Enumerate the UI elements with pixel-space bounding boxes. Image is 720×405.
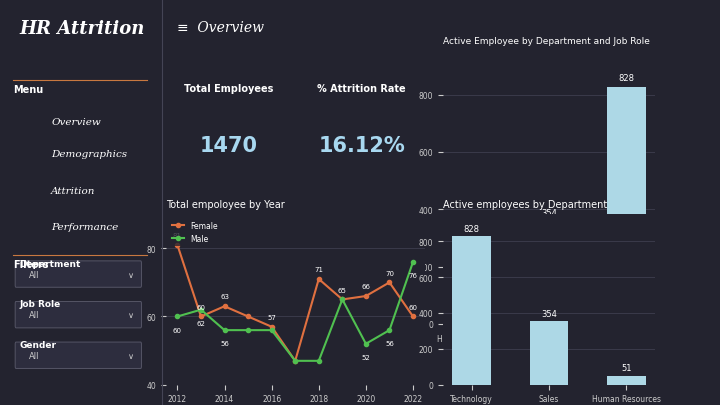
Male: [315, 358, 323, 363]
Text: 70: 70: [385, 270, 394, 276]
Text: All: All: [29, 351, 40, 360]
Text: Demographics: Demographics: [51, 150, 127, 159]
FancyBboxPatch shape: [15, 261, 141, 288]
Female: [291, 358, 300, 363]
Text: 1470: 1470: [199, 136, 258, 156]
Female: [338, 297, 346, 302]
Text: 354: 354: [541, 209, 557, 218]
Bar: [607, 375, 646, 385]
Bar: [452, 237, 491, 385]
Text: 828: 828: [618, 73, 634, 82]
Line: Male: Male: [175, 260, 415, 363]
FancyBboxPatch shape: [15, 342, 141, 369]
Text: Performance: Performance: [51, 223, 118, 232]
Text: 57: 57: [267, 314, 276, 320]
Text: Department: Department: [19, 259, 81, 268]
Legend: Female, Male: Female, Male: [169, 218, 221, 246]
Bar: [530, 223, 568, 324]
Text: Total Employees: Total Employees: [184, 84, 274, 94]
Text: All: All: [29, 311, 40, 320]
Bar: [452, 309, 491, 324]
Text: 51: 51: [467, 295, 477, 304]
Text: Active employees by Department: Active employees by Department: [443, 200, 607, 210]
Text: 65: 65: [338, 287, 347, 293]
Male: [197, 307, 205, 312]
Text: Menu: Menu: [13, 85, 43, 95]
Text: % Attrition Rate: % Attrition Rate: [318, 84, 406, 94]
Text: ∨: ∨: [128, 351, 134, 360]
Text: Filters: Filters: [13, 259, 48, 269]
Text: HR Attrition: HR Attrition: [19, 20, 145, 38]
Text: ≡  Overview: ≡ Overview: [176, 21, 264, 35]
Text: Gender: Gender: [19, 340, 56, 349]
Female: [385, 280, 394, 285]
Text: 56: 56: [220, 341, 229, 347]
Male: [173, 314, 181, 319]
Text: ∨: ∨: [128, 311, 134, 320]
Text: 56: 56: [385, 341, 394, 347]
Line: Female: Female: [175, 243, 415, 363]
Text: Active Employee by Department and Job Role: Active Employee by Department and Job Ro…: [443, 37, 649, 46]
Female: [244, 314, 253, 319]
Male: [267, 328, 276, 333]
Text: 52: 52: [361, 354, 370, 360]
Text: 66: 66: [361, 284, 370, 290]
Female: [197, 314, 205, 319]
Female: [361, 294, 370, 299]
Text: 71: 71: [314, 266, 323, 273]
Text: Attrition: Attrition: [51, 186, 96, 195]
Text: 1233: 1233: [199, 274, 258, 294]
Text: 81: 81: [173, 232, 182, 239]
Male: [385, 328, 394, 333]
Text: All: All: [29, 270, 40, 279]
Male: [409, 260, 418, 265]
Female: [220, 304, 229, 309]
Bar: [530, 321, 568, 385]
Male: [291, 358, 300, 363]
Male: [244, 328, 253, 333]
Text: 51: 51: [621, 363, 631, 372]
Text: Active Employees: Active Employees: [180, 222, 277, 232]
Text: 60: 60: [173, 327, 182, 333]
Text: Inactive Employees: Inactive Employees: [309, 222, 415, 232]
Text: 237: 237: [340, 274, 384, 294]
Female: [173, 243, 181, 248]
Text: 63: 63: [220, 294, 229, 300]
Text: 60: 60: [408, 304, 418, 310]
Text: Total empoloyee by Year: Total empoloyee by Year: [166, 200, 284, 210]
Female: [315, 277, 323, 282]
Female: [267, 324, 276, 329]
Male: [338, 297, 346, 302]
Bar: [607, 87, 646, 324]
Text: 76: 76: [408, 273, 418, 279]
Text: ∨: ∨: [128, 270, 134, 279]
Text: 60: 60: [197, 304, 205, 310]
Male: [220, 328, 229, 333]
Male: [361, 341, 370, 346]
Text: 354: 354: [541, 309, 557, 318]
Female: [409, 314, 418, 319]
FancyBboxPatch shape: [15, 302, 141, 328]
Text: 16.12%: 16.12%: [318, 136, 405, 156]
Text: Overview: Overview: [51, 117, 101, 126]
Text: Job Role: Job Role: [19, 300, 60, 309]
Text: 828: 828: [464, 224, 480, 233]
Text: 62: 62: [197, 320, 205, 326]
